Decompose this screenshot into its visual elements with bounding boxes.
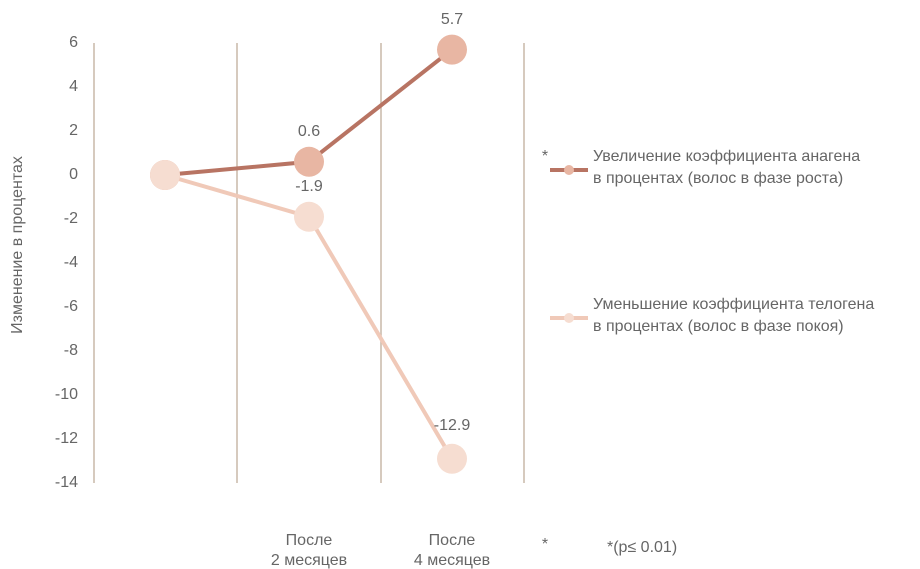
marker (294, 146, 324, 177)
y-tick-label: 4 (69, 78, 78, 95)
dividers (93, 43, 525, 483)
y-tick-label: 0 (69, 166, 78, 183)
y-tick-label: -10 (55, 386, 78, 403)
data-label: 0.6 (298, 123, 320, 140)
y-tick-label: -6 (64, 298, 78, 315)
legend-label: Уменьшение коэффициента телогена в процен… (593, 296, 874, 335)
y-tick-label: -4 (64, 254, 78, 271)
data-label: -12.9 (434, 417, 471, 434)
x-tick-label: После 4 месяцев (414, 532, 490, 569)
y-tick-label: -8 (64, 342, 78, 359)
annotation: * (542, 536, 548, 553)
marker (150, 160, 180, 190)
y-tick-label: -14 (55, 474, 78, 491)
y-tick-label: -12 (55, 430, 78, 447)
marker (437, 443, 467, 474)
annotation: * (542, 148, 548, 165)
y-tick-label: 6 (69, 34, 78, 51)
legend-marker (564, 313, 574, 323)
y-tick-label: 2 (69, 122, 78, 139)
marker (437, 34, 467, 65)
annotation: *(p≤ 0.01) (607, 539, 677, 556)
y-axis-label: Изменение в процентах (9, 156, 26, 334)
marker (294, 201, 324, 232)
x-tick-label: После 2 месяцев (271, 532, 347, 569)
legend-label: Увеличение коэффициента анагена в процент… (593, 148, 860, 187)
y-tick-label: -2 (64, 210, 78, 227)
legend-marker (564, 165, 574, 175)
data-label: -1.9 (295, 178, 323, 195)
data-label: 5.7 (441, 11, 463, 28)
